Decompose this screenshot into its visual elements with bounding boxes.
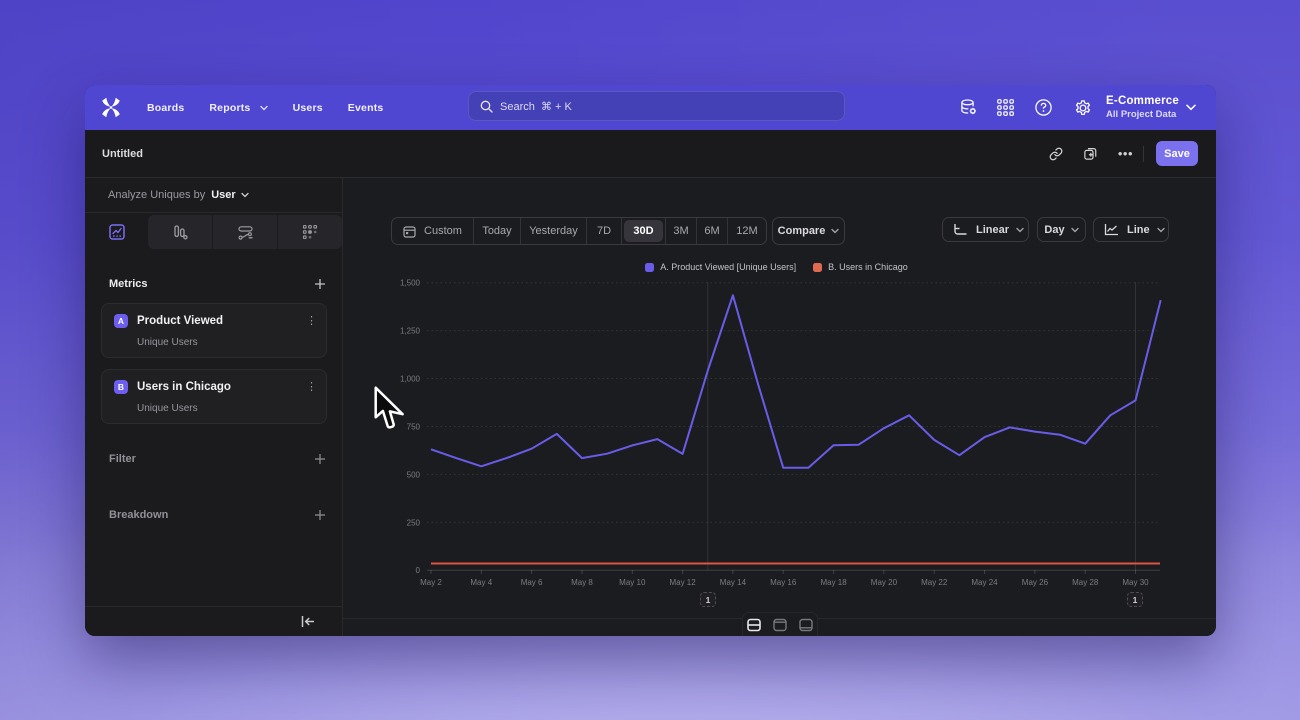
svg-text:May 10: May 10 (619, 578, 646, 587)
svg-text:May 20: May 20 (871, 578, 898, 587)
svg-text:May 18: May 18 (820, 578, 847, 587)
svg-text:May 24: May 24 (971, 578, 998, 587)
svg-text:250: 250 (407, 518, 421, 527)
svg-text:500: 500 (407, 470, 421, 479)
svg-text:May 30: May 30 (1122, 578, 1149, 587)
svg-text:May 2: May 2 (420, 578, 442, 587)
svg-text:May 12: May 12 (669, 578, 696, 587)
svg-text:0: 0 (416, 566, 421, 575)
svg-text:May 16: May 16 (770, 578, 797, 587)
svg-text:May 6: May 6 (521, 578, 543, 587)
svg-text:1,250: 1,250 (400, 327, 421, 336)
svg-text:May 4: May 4 (470, 578, 492, 587)
svg-text:May 28: May 28 (1072, 578, 1099, 587)
svg-text:May 8: May 8 (571, 578, 593, 587)
svg-text:May 26: May 26 (1022, 578, 1049, 587)
svg-text:May 22: May 22 (921, 578, 948, 587)
svg-text:May 14: May 14 (720, 578, 747, 587)
svg-text:1,500: 1,500 (400, 279, 421, 288)
svg-text:750: 750 (407, 423, 421, 432)
svg-text:1,000: 1,000 (400, 375, 421, 384)
